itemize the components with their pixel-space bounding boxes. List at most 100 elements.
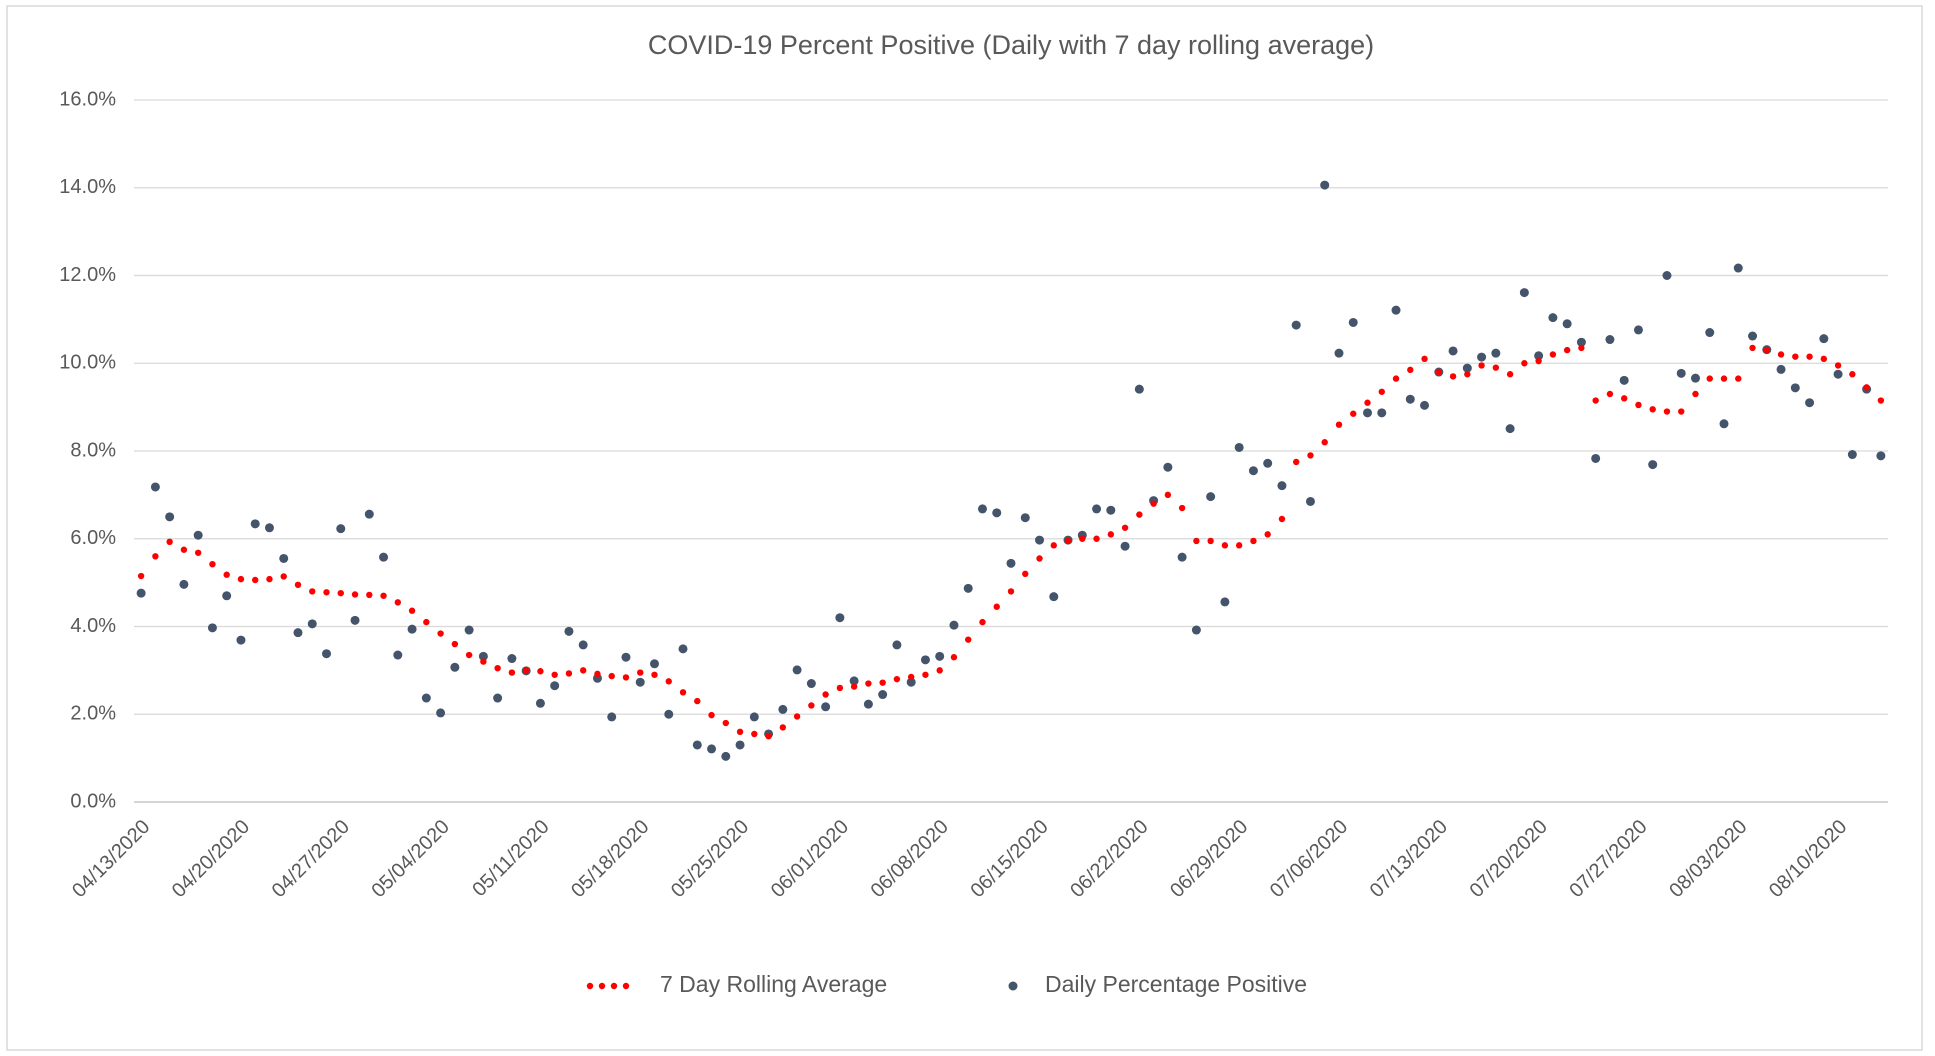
data-point bbox=[451, 640, 459, 648]
data-point bbox=[294, 581, 302, 589]
data-point bbox=[1847, 450, 1857, 460]
data-point bbox=[1421, 355, 1428, 363]
chart-border bbox=[6, 5, 1923, 1051]
data-point bbox=[322, 649, 332, 659]
data-point bbox=[1492, 364, 1500, 371]
data-point bbox=[1177, 552, 1187, 562]
y-tick-label: 8.0% bbox=[70, 439, 116, 461]
data-point bbox=[850, 683, 858, 690]
data-point bbox=[337, 589, 344, 597]
data-point bbox=[1449, 373, 1457, 380]
data-point bbox=[594, 670, 601, 678]
data-point bbox=[478, 651, 488, 661]
data-point bbox=[1692, 390, 1699, 398]
data-point bbox=[1250, 537, 1257, 545]
data-point bbox=[893, 675, 901, 683]
data-point bbox=[1049, 592, 1059, 602]
data-point bbox=[1050, 542, 1057, 549]
data-point bbox=[550, 681, 560, 691]
data-point bbox=[736, 728, 744, 735]
data-point bbox=[1562, 319, 1572, 329]
data-point bbox=[1877, 397, 1885, 404]
data-point bbox=[465, 651, 473, 659]
data-point bbox=[1849, 371, 1856, 378]
data-point bbox=[407, 624, 417, 634]
data-point bbox=[194, 549, 202, 556]
data-point bbox=[423, 618, 430, 626]
data-point bbox=[1521, 360, 1528, 367]
data-point bbox=[437, 630, 444, 637]
data-point bbox=[965, 636, 972, 643]
data-point bbox=[1563, 346, 1571, 354]
data-point bbox=[779, 724, 787, 731]
data-point bbox=[1548, 313, 1558, 323]
data-point bbox=[1678, 408, 1685, 415]
data-point bbox=[1234, 442, 1244, 452]
data-point bbox=[778, 704, 788, 714]
data-point bbox=[1106, 505, 1116, 515]
data-point bbox=[436, 708, 446, 718]
data-point bbox=[1377, 408, 1387, 418]
data-point bbox=[1405, 394, 1415, 404]
data-point bbox=[1477, 352, 1487, 362]
data-point bbox=[1605, 335, 1615, 345]
data-point bbox=[707, 744, 717, 754]
data-point bbox=[1235, 542, 1243, 549]
data-point bbox=[1820, 355, 1828, 363]
data-point bbox=[708, 711, 715, 719]
data-point bbox=[1534, 351, 1544, 361]
data-point bbox=[1834, 362, 1842, 369]
data-point bbox=[1819, 334, 1829, 344]
data-point bbox=[279, 553, 289, 563]
data-point bbox=[1321, 439, 1328, 446]
data-point bbox=[836, 684, 844, 692]
data-point bbox=[393, 650, 403, 660]
data-point bbox=[1193, 537, 1200, 545]
y-tick-label: 0.0% bbox=[70, 790, 116, 812]
legend-label: 7 Day Rolling Average bbox=[660, 971, 887, 997]
data-point bbox=[565, 670, 573, 677]
data-point bbox=[193, 530, 203, 540]
data-point bbox=[1606, 390, 1614, 398]
data-point bbox=[678, 644, 688, 654]
data-point bbox=[1022, 570, 1029, 578]
legend-label: Daily Percentage Positive bbox=[1045, 971, 1307, 997]
data-point bbox=[366, 591, 373, 599]
data-point bbox=[1578, 344, 1585, 352]
data-point bbox=[664, 709, 674, 719]
data-point bbox=[1749, 344, 1756, 352]
data-point bbox=[1391, 305, 1401, 315]
data-point bbox=[1164, 491, 1172, 499]
data-point bbox=[1720, 375, 1728, 382]
data-point bbox=[979, 618, 986, 626]
data-point bbox=[808, 702, 815, 709]
data-point bbox=[1676, 368, 1686, 378]
data-point bbox=[1150, 500, 1157, 507]
data-point bbox=[950, 654, 958, 661]
data-point bbox=[537, 668, 544, 675]
legend-marker bbox=[598, 982, 606, 990]
data-point bbox=[1320, 180, 1330, 190]
data-point bbox=[1735, 375, 1742, 382]
data-point bbox=[1662, 271, 1672, 280]
data-point bbox=[1633, 325, 1643, 335]
data-point bbox=[535, 698, 545, 708]
data-point bbox=[621, 652, 631, 662]
y-tick-label: 4.0% bbox=[70, 615, 116, 637]
data-point bbox=[180, 546, 188, 553]
chart-title: COVID-19 Percent Positive (Daily with 7 … bbox=[648, 30, 1374, 60]
data-point bbox=[508, 669, 516, 676]
data-point bbox=[380, 592, 387, 599]
data-point bbox=[336, 524, 346, 534]
data-point bbox=[1464, 371, 1471, 378]
data-point bbox=[1207, 537, 1214, 545]
data-point bbox=[849, 676, 859, 686]
data-point bbox=[865, 680, 872, 687]
y-tick-label: 6.0% bbox=[70, 527, 116, 549]
data-point bbox=[1291, 320, 1301, 330]
data-point bbox=[1206, 492, 1216, 502]
data-point bbox=[1334, 348, 1344, 358]
legend-marker bbox=[622, 982, 630, 990]
data-point bbox=[1006, 558, 1016, 568]
data-point bbox=[1407, 366, 1414, 374]
